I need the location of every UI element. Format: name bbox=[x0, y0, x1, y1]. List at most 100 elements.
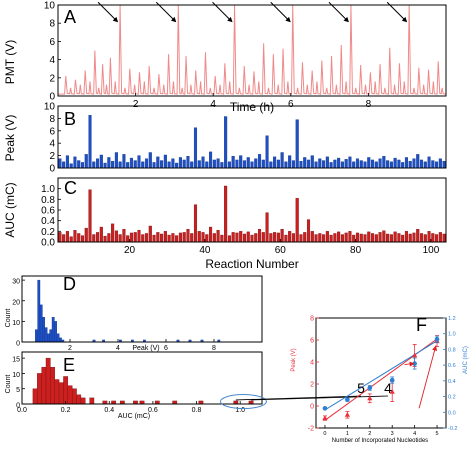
panel-e-y-tick-label: 15 bbox=[12, 357, 20, 364]
panel-a-y-tick-label: 2 bbox=[49, 73, 55, 84]
panel-b-bar bbox=[224, 116, 228, 169]
panel-e-x-tick-label: 0.2 bbox=[61, 407, 71, 414]
panel-b-bar bbox=[182, 159, 186, 169]
panel-d-x-tick-label: 6 bbox=[164, 345, 168, 352]
panel-d-bar bbox=[47, 333, 50, 343]
panel-c-bar bbox=[144, 233, 149, 243]
panel-b-bar bbox=[193, 127, 198, 169]
panel-c-y-tick-label: 0.8 bbox=[41, 195, 55, 206]
panel-b-bar bbox=[404, 157, 408, 169]
panel-b-bar bbox=[269, 161, 273, 169]
panel-a-xlabel: Time (h) bbox=[230, 100, 274, 114]
panel-b-bar bbox=[352, 161, 356, 169]
panel-e-bar bbox=[45, 357, 51, 405]
panel-e-label: E bbox=[63, 355, 75, 375]
panel-b-bar bbox=[65, 155, 69, 169]
panel-e-bar bbox=[71, 388, 77, 405]
panel-d-x-tick-label: 4 bbox=[116, 345, 120, 352]
panel-c-bar bbox=[193, 204, 198, 243]
panel-c-bar bbox=[227, 235, 231, 243]
panel-f-arrowhead bbox=[409, 361, 415, 367]
panel-c-bar bbox=[254, 233, 258, 243]
panel-c-bar bbox=[103, 235, 107, 243]
panel-e-bar bbox=[32, 388, 38, 405]
panel-f-xlabel: Number of Incorporated Nucleotides bbox=[332, 438, 428, 444]
panel-b-bar bbox=[239, 155, 243, 169]
panel-e-bar bbox=[89, 397, 95, 405]
panel-c-y-tick-label: 0.6 bbox=[41, 206, 55, 217]
panel-b-bar bbox=[227, 161, 231, 169]
panel-b-bar bbox=[212, 159, 216, 169]
panel-c-bar bbox=[242, 233, 247, 243]
panel-b-bar bbox=[73, 156, 77, 169]
panel-b-bar bbox=[92, 161, 96, 169]
panel-b-bar bbox=[261, 159, 265, 169]
panel-b-bar bbox=[99, 154, 103, 169]
panel-c-bar bbox=[374, 234, 378, 243]
panel-b-bar bbox=[382, 156, 386, 169]
panel-b-bar bbox=[209, 151, 213, 169]
panel-e-y-tick-label: 5 bbox=[16, 387, 20, 394]
panel-c-bar bbox=[288, 231, 292, 243]
panel-b-bar bbox=[126, 162, 130, 169]
panel-b-bar bbox=[141, 161, 145, 169]
panel-e-bar bbox=[63, 376, 69, 405]
panel-b-bar bbox=[397, 159, 401, 169]
panel-c-bar bbox=[386, 233, 390, 243]
panel-c-bar bbox=[216, 230, 220, 243]
panel-e-annotation-4: 4 bbox=[384, 380, 392, 396]
panel-c-bar bbox=[88, 189, 92, 243]
panel-b-bar bbox=[118, 161, 122, 169]
panel-e-xlabel: AUC (mC) bbox=[118, 413, 150, 420]
panel-c-bar bbox=[175, 235, 179, 243]
panel-f-axes bbox=[315, 317, 447, 429]
panel-e-axes bbox=[21, 351, 263, 405]
panel-f-auc-fit bbox=[324, 340, 438, 411]
panel-e-bar bbox=[54, 379, 60, 405]
panel-e-bar bbox=[37, 373, 42, 405]
panel-b-bar bbox=[299, 160, 303, 169]
panel-b-bar bbox=[431, 160, 435, 169]
panel-c-bar bbox=[397, 233, 401, 243]
panel-c-label: C bbox=[64, 178, 77, 198]
panel-c-bar bbox=[427, 231, 431, 243]
panel-e-y-tick-label: 0 bbox=[16, 403, 20, 410]
panel-b-bar bbox=[303, 157, 307, 169]
panel-b-y-tick-label: 8 bbox=[49, 114, 55, 125]
panel-b-y-tick-label: 6 bbox=[49, 126, 55, 137]
panel-c-bar bbox=[239, 231, 243, 243]
panel-c-y-tick-label: 0.2 bbox=[41, 227, 55, 238]
panel-c-bar bbox=[261, 232, 265, 243]
panel-b-bar bbox=[167, 161, 171, 169]
panel-b-bar bbox=[419, 159, 424, 169]
panel-f-x-tick-label: 2 bbox=[368, 431, 371, 437]
panel-d-bar bbox=[49, 329, 53, 343]
panel-a-y-tick-label: 10 bbox=[44, 1, 56, 12]
panel-d-bar bbox=[35, 329, 38, 343]
panel-b-bar bbox=[427, 156, 431, 169]
panel-c-bar bbox=[190, 233, 194, 243]
panel-e-highlight-ellipse bbox=[219, 394, 267, 410]
panel-b-bar bbox=[393, 157, 397, 169]
panel-c-bar bbox=[231, 232, 235, 243]
panel-d-bar bbox=[37, 279, 41, 343]
panel-b-ylabel: Peak (V) bbox=[3, 115, 17, 162]
panel-b-bar bbox=[325, 156, 329, 169]
panel-b-y-tick-label: 2 bbox=[49, 151, 55, 162]
panel-e-x-tick-label: 0.6 bbox=[148, 407, 158, 414]
panel-b-bar bbox=[220, 162, 224, 169]
panel-c-bar bbox=[156, 232, 160, 243]
panel-b-bar bbox=[367, 157, 371, 169]
panel-c-bar bbox=[401, 234, 405, 243]
panel-f-auc-point bbox=[367, 385, 373, 391]
panel-c-bar bbox=[171, 233, 175, 243]
panel-a-label: A bbox=[64, 7, 76, 27]
panel-c-bar bbox=[186, 228, 190, 243]
panel-c-bar bbox=[348, 231, 352, 243]
panel-b-bar bbox=[276, 159, 280, 169]
panel-d-bar bbox=[54, 321, 58, 343]
panel-f: -2 0 2 4 6 8 -0.2 0.0 0.2 0.4 0.6 0.8 1.0 1.2 0 1 2 3 4 5 bbox=[308, 316, 458, 438]
panel-b-axes bbox=[57, 105, 447, 169]
panel-a-axes bbox=[57, 4, 447, 97]
panel-b-bar bbox=[337, 157, 341, 169]
